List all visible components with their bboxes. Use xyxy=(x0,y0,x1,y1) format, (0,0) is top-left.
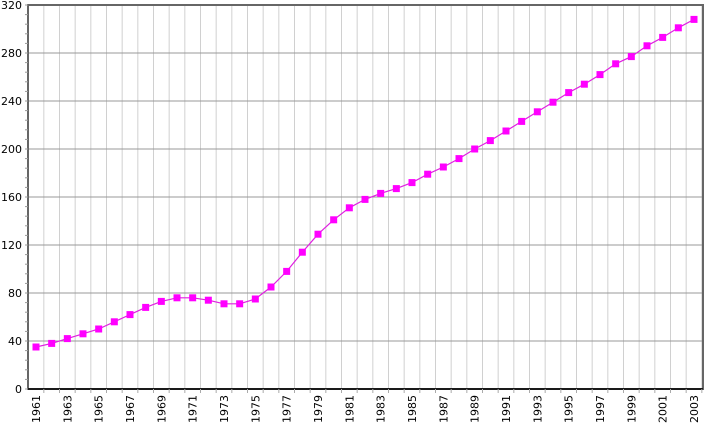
data-point-marker xyxy=(157,297,165,305)
data-point-marker xyxy=(330,216,338,224)
series-line xyxy=(35,18,695,348)
data-point-marker xyxy=(236,300,244,308)
y-tick-label: 280 xyxy=(1,47,22,60)
x-tick-label: 1999 xyxy=(625,395,638,423)
x-tick-label: 1969 xyxy=(155,395,168,423)
y-tick-label: 0 xyxy=(15,383,22,396)
data-point-marker xyxy=(95,325,103,333)
data-point-marker xyxy=(627,53,635,61)
data-point-marker xyxy=(189,294,197,302)
data-point-marker xyxy=(471,145,479,153)
data-point-marker xyxy=(173,294,181,302)
x-tick-label: 1981 xyxy=(343,395,356,423)
data-point-marker xyxy=(455,155,463,163)
data-point-marker xyxy=(612,60,620,68)
data-point-marker xyxy=(518,117,526,125)
data-point-marker xyxy=(439,163,447,171)
y-tick-label: 240 xyxy=(1,95,22,108)
data-point-marker xyxy=(220,300,228,308)
data-point-marker xyxy=(502,127,510,135)
y-tick-label: 320 xyxy=(1,0,22,12)
x-tick-label: 1989 xyxy=(469,395,482,423)
data-point-marker xyxy=(126,311,134,319)
y-tick-label: 80 xyxy=(8,287,22,300)
data-point-marker xyxy=(377,189,385,197)
data-point-marker xyxy=(314,230,322,238)
x-axis: 1961 1963 1965 1967 1969 1971 1973 1975 1977 1979… xyxy=(28,388,703,423)
x-tick-label: 1987 xyxy=(437,395,450,423)
data-point-marker xyxy=(79,330,87,338)
data-point-marker xyxy=(32,343,40,351)
data-markers xyxy=(32,15,698,351)
data-point-marker xyxy=(596,71,604,79)
data-point-marker xyxy=(110,318,118,326)
data-point-marker xyxy=(690,15,698,23)
x-tick-label: 1963 xyxy=(61,395,74,423)
data-point-marker xyxy=(283,267,291,275)
x-tick-label: 1977 xyxy=(281,395,294,423)
x-tick-label: 1965 xyxy=(93,395,106,423)
data-point-marker xyxy=(643,42,651,50)
data-point-marker xyxy=(565,89,573,97)
x-tick-label: 1983 xyxy=(375,395,388,423)
y-tick-label: 200 xyxy=(1,143,22,156)
y-tick-label: 40 xyxy=(8,335,22,348)
data-point-marker xyxy=(549,98,557,106)
x-tick-label: 1991 xyxy=(500,395,513,423)
x-tick-label: 1979 xyxy=(312,395,325,423)
data-point-marker xyxy=(361,195,369,203)
y-tick-label: 160 xyxy=(1,191,22,204)
data-point-marker xyxy=(298,248,306,256)
data-point-marker xyxy=(392,185,400,193)
x-tick-label: 1997 xyxy=(594,395,607,423)
x-tick-label: 1973 xyxy=(218,395,231,423)
data-point-marker xyxy=(424,170,432,178)
data-point-marker xyxy=(533,108,541,116)
x-tick-label: 1967 xyxy=(124,395,137,423)
data-point-marker xyxy=(486,137,494,145)
data-point-marker xyxy=(142,303,150,311)
y-tick-label: 120 xyxy=(1,239,22,252)
x-tick-label: 1961 xyxy=(30,395,43,423)
data-point-marker xyxy=(63,335,71,343)
data-point-marker xyxy=(659,33,667,41)
data-point-marker xyxy=(251,295,259,303)
x-tick-label: 1971 xyxy=(187,395,200,423)
x-tick-label: 2003 xyxy=(688,395,701,423)
y-axis: 0 40 80 120 160 200 240 280 320 xyxy=(1,0,28,396)
data-point-marker xyxy=(267,283,275,291)
data-point-marker xyxy=(674,24,682,32)
x-tick-label: 1993 xyxy=(531,395,544,423)
data-point-marker xyxy=(345,204,353,212)
data-point-marker xyxy=(204,296,212,304)
data-point-marker xyxy=(408,179,416,187)
x-tick-label: 1975 xyxy=(249,395,262,423)
x-tick-label: 1985 xyxy=(406,395,419,423)
data-point-marker xyxy=(580,80,588,88)
data-point-marker xyxy=(48,339,56,347)
x-tick-label: 2001 xyxy=(657,395,670,423)
x-tick-label: 1995 xyxy=(563,395,576,423)
